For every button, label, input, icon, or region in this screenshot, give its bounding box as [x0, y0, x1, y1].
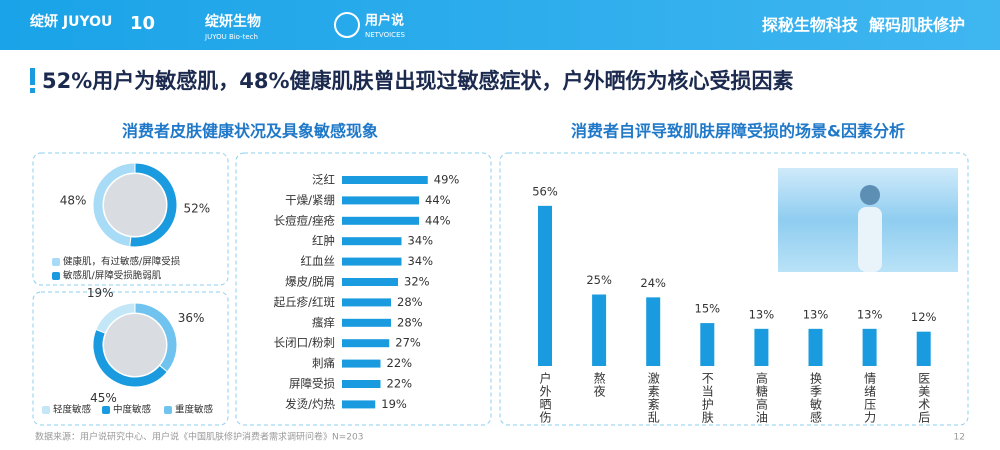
logo: 绽妍生物 — [205, 13, 261, 30]
pie-slice — [134, 302, 178, 373]
category-label: 发烫/灼热 — [285, 397, 335, 411]
slide-title: 52%用户为敏感肌，48%健康肌肤曾出现过敏感症状，户外晒伤为核心受损因素 — [42, 69, 794, 93]
legend-swatch — [102, 406, 110, 414]
data-label: 44% — [425, 213, 451, 227]
data-label: 44% — [425, 193, 451, 207]
category-label: 屏障受损 — [289, 377, 335, 391]
data-label: 25% — [586, 273, 612, 287]
data-label: 28% — [397, 315, 423, 329]
bar — [592, 294, 607, 366]
title-mark — [30, 68, 35, 85]
bar — [342, 196, 419, 205]
header-bar — [0, 0, 1000, 50]
bar — [342, 216, 419, 225]
legend-label: 敏感肌/屏障受损脆弱肌 — [63, 270, 162, 282]
portrait — [104, 174, 166, 236]
category-label: 红肿 — [312, 234, 335, 248]
data-label: 13% — [803, 307, 829, 321]
bar — [342, 298, 391, 307]
bar — [342, 339, 390, 348]
legend-label: 轻度敏感 — [53, 404, 92, 416]
data-label: 15% — [695, 302, 721, 316]
data-label: 22% — [387, 356, 413, 370]
legend-swatch — [164, 406, 172, 414]
category-label: 泛红 — [312, 173, 335, 187]
panel-title: 消费者皮肤健康状况及具象敏感现象 — [122, 122, 378, 141]
bar — [808, 328, 823, 366]
logo: 用户说 — [364, 13, 404, 29]
page-number: 12 — [954, 433, 965, 443]
category-label: 红血丝 — [301, 254, 336, 268]
bar — [342, 257, 402, 266]
category-label: 长闭口/粉刺 — [274, 336, 335, 350]
pie-slice — [129, 162, 178, 248]
bar — [862, 328, 877, 366]
data-label: 34% — [408, 234, 434, 248]
data-label: 22% — [387, 377, 413, 391]
data-label: 34% — [408, 254, 434, 268]
data-label: 27% — [395, 336, 421, 350]
category-label: 激素紊乱 — [646, 372, 660, 424]
legend-label: 重度敏感 — [175, 404, 214, 416]
data-label: 32% — [404, 275, 430, 289]
panel-title: 消费者自评导致肌肤屏障受损的场景&因素分析 — [571, 122, 905, 141]
title-mark — [30, 88, 35, 93]
category-label: 爆皮/脱屑 — [285, 275, 335, 289]
photo-figure — [860, 185, 880, 205]
data-label: 52% — [184, 201, 211, 215]
data-label: 45% — [90, 391, 117, 405]
data-label: 28% — [397, 295, 423, 309]
category-label: 换季敏感 — [809, 372, 823, 424]
category-label: 干燥/紧绷 — [285, 193, 335, 207]
category-label: 长痘痘/痤疮 — [274, 213, 336, 227]
bar — [700, 323, 715, 366]
bar — [342, 380, 381, 388]
panel-box — [235, 152, 492, 426]
bar — [342, 400, 376, 409]
legend-swatch — [42, 406, 50, 414]
data-label: 19% — [87, 286, 114, 300]
category-label: 情绪压力 — [863, 372, 877, 424]
data-label: 13% — [749, 307, 775, 321]
bar — [342, 359, 381, 368]
legend-swatch — [52, 272, 60, 280]
tagline: 探秘生物科技 解码肌肤修护 — [762, 16, 965, 35]
photo-figure — [858, 207, 882, 272]
bar — [342, 278, 398, 286]
data-label: 19% — [381, 397, 407, 411]
bar — [754, 328, 769, 366]
data-label: 24% — [640, 276, 666, 290]
bar — [342, 237, 402, 246]
logo: JUYOU Bio-tech — [204, 33, 258, 41]
logo-icon — [334, 12, 360, 38]
data-label: 49% — [434, 173, 460, 187]
logo: 绽妍 JUYOU — [30, 13, 112, 30]
data-label: 56% — [532, 184, 558, 198]
legend-label: 中度敏感 — [113, 404, 152, 416]
bar — [342, 318, 391, 327]
bar — [916, 331, 931, 366]
data-label: 12% — [911, 310, 937, 324]
category-label: 户外晒伤 — [538, 371, 552, 424]
logo: 10 — [130, 13, 155, 34]
legend-swatch — [52, 258, 60, 266]
legend-label: 健康肌，有过敏感/屏障受损 — [63, 256, 181, 268]
bar — [646, 297, 661, 366]
category-label: 医美术后 — [917, 372, 931, 424]
category-label: 起丘疹/红斑 — [274, 295, 336, 309]
portrait — [104, 314, 166, 376]
logo: NETVOICES — [365, 31, 405, 39]
bar — [538, 205, 552, 366]
data-label: 48% — [60, 194, 87, 208]
bar — [342, 176, 428, 184]
category-label: 刺痛 — [312, 356, 335, 370]
source-note: 数据来源：用户说研究中心、用户说《中国肌肤修护消费者需求调研问卷》N=203 — [35, 431, 363, 443]
category-label: 高糖高油 — [754, 371, 768, 424]
category-label: 熬夜 — [592, 371, 606, 398]
data-label: 13% — [857, 307, 883, 321]
category-label: 不当护肤 — [700, 372, 714, 424]
category-label: 瘙痒 — [312, 315, 335, 329]
data-label: 36% — [178, 311, 205, 325]
